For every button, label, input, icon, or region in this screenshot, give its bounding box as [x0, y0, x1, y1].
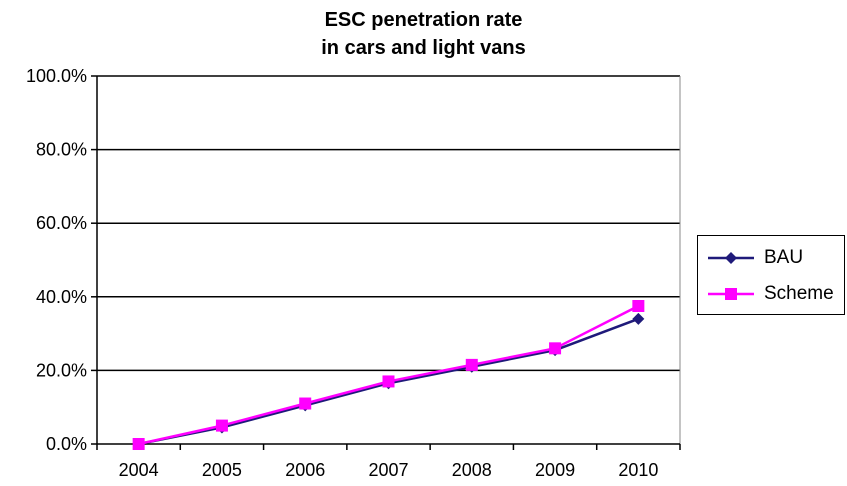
y-tick-label: 20.0%	[36, 360, 87, 380]
x-tick-label: 2009	[535, 460, 575, 480]
chart-title: ESC penetration rate in cars and light v…	[0, 6, 847, 62]
legend-swatch-scheme	[708, 288, 754, 300]
legend-label-bau: BAU	[764, 247, 804, 268]
y-tick-label: 100.0%	[26, 66, 87, 86]
data-point-scheme	[215, 419, 228, 432]
x-tick-label: 2007	[368, 460, 408, 480]
x-tick-label: 2006	[285, 460, 325, 480]
gridlines	[97, 75, 680, 372]
data-point-bau	[632, 312, 645, 325]
axes	[91, 75, 681, 450]
legend-swatch-bau	[708, 252, 754, 264]
y-tick-label: 40.0%	[36, 287, 87, 307]
data-point-scheme	[465, 358, 478, 371]
legend-item-scheme: Scheme	[698, 277, 844, 311]
chart-title-line-2: in cars and light vans	[321, 37, 526, 59]
chart-title-line-1: ESC penetration rate	[324, 9, 523, 31]
x-tick-label: 2008	[452, 460, 492, 480]
legend-item-bau: BAU	[698, 241, 844, 275]
y-tick-label: 80.0%	[36, 140, 87, 160]
y-tick-label: 60.0%	[36, 213, 87, 233]
data-point-scheme	[382, 375, 395, 388]
data-point-scheme	[299, 397, 312, 410]
x-tick-label: 2010	[618, 460, 658, 480]
x-tick-label: 2004	[119, 460, 159, 480]
series	[132, 300, 645, 450]
x-tick-label: 2005	[202, 460, 242, 480]
data-point-scheme	[632, 300, 645, 312]
x-tick-labels: 2004 2005 2006 2007 2008 2009 2010	[119, 460, 659, 480]
y-tick-label: 0.0%	[46, 434, 87, 454]
legend: BAU Scheme	[697, 235, 845, 315]
legend-label-scheme: Scheme	[764, 283, 834, 304]
data-point-scheme	[549, 342, 562, 355]
y-tick-labels: 0.0% 20.0% 40.0% 60.0% 80.0% 100.0%	[26, 66, 87, 454]
data-point-scheme	[132, 438, 145, 450]
series-line-scheme	[138, 304, 639, 446]
